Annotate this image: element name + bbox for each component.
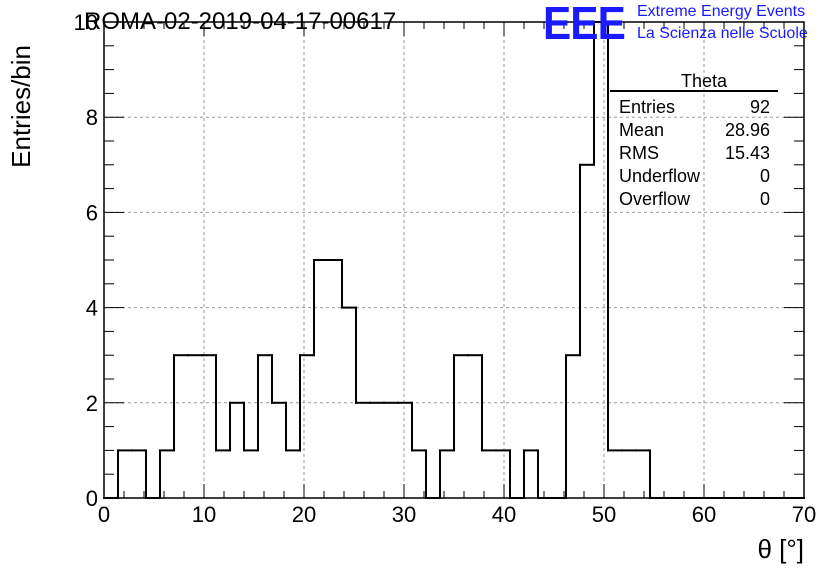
x-tick-label: 60 xyxy=(692,502,716,527)
logo-tagline-1: Extreme Energy Events xyxy=(637,3,806,20)
stats-title: Theta xyxy=(610,72,778,92)
y-tick-label: 4 xyxy=(86,296,98,321)
axis-ticks xyxy=(103,21,805,499)
y-tick-label: 8 xyxy=(86,105,98,130)
stats-value: 15.43 xyxy=(724,143,770,163)
y-tick-label: 0 xyxy=(86,486,98,511)
histogram-series xyxy=(103,21,805,499)
stats-row: Underflow 0 xyxy=(610,165,778,188)
stats-label: Overflow xyxy=(619,189,691,209)
run-title: ROMA-02-2019-04-17-00617 xyxy=(84,8,397,35)
stats-row: Entries 92 xyxy=(610,96,778,119)
stats-value: 0 xyxy=(759,189,770,209)
stats-value: 28.96 xyxy=(724,120,770,140)
stats-row: Overflow 0 xyxy=(610,188,778,211)
eee-logo: EEE xyxy=(543,0,626,49)
x-axis-label: θ [°] xyxy=(757,534,804,564)
tick-labels: 0 10 20 30 40 50 60 70 0 2 4 6 8 10 xyxy=(74,10,817,527)
x-tick-label: 30 xyxy=(392,502,416,527)
x-tick-label: 50 xyxy=(592,502,616,527)
x-tick-label: 40 xyxy=(492,502,516,527)
x-tick-label: 0 xyxy=(98,502,110,527)
stats-row: Mean 28.96 xyxy=(610,119,778,142)
stats-label: Entries xyxy=(619,97,676,117)
x-tick-label: 20 xyxy=(292,502,316,527)
stats-row: RMS 15.43 xyxy=(610,142,778,165)
logo-tagline-2: La Scienza nelle Scuole xyxy=(637,25,808,42)
y-axis-label: Entries/bin xyxy=(6,45,36,168)
stats-label: Underflow xyxy=(619,166,701,186)
y-tick-label: 10 xyxy=(74,10,98,35)
stats-label: Mean xyxy=(619,120,665,140)
x-tick-label: 10 xyxy=(192,502,216,527)
stats-box: Theta Entries 92 Mean 28.96 RMS 15.43 Un… xyxy=(610,72,778,211)
x-tick-label: 70 xyxy=(792,502,816,527)
y-tick-label: 2 xyxy=(86,391,98,416)
stats-value: 92 xyxy=(749,97,770,117)
stats-label: RMS xyxy=(619,143,659,163)
stats-value: 0 xyxy=(759,166,770,186)
y-tick-label: 6 xyxy=(86,200,98,225)
